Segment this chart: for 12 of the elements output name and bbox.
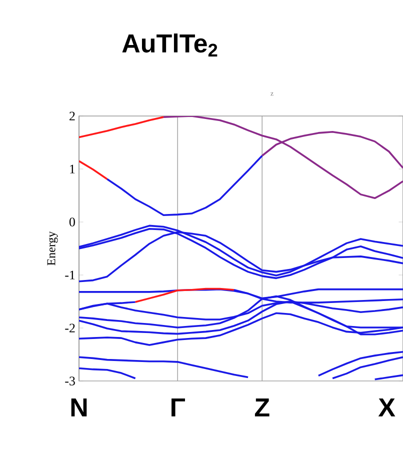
- y-axis-title: Energy: [47, 231, 58, 266]
- y-tick-label: -2: [65, 324, 75, 332]
- y-tick-label: -3: [65, 376, 75, 386]
- x-tick-label: N: [71, 398, 87, 416]
- y-tick-label: 1: [70, 164, 75, 174]
- y-tick-label: 2: [70, 112, 75, 120]
- chart-title: AuTlTe$_{2}$: [122, 34, 218, 56]
- x-tick-label: Γ: [172, 398, 186, 416]
- x-tick-label: X: [378, 398, 396, 416]
- x-tick-label: Z: [254, 398, 270, 416]
- y-tick-label: -1: [65, 270, 75, 280]
- y-tick-label: 0: [69, 218, 75, 226]
